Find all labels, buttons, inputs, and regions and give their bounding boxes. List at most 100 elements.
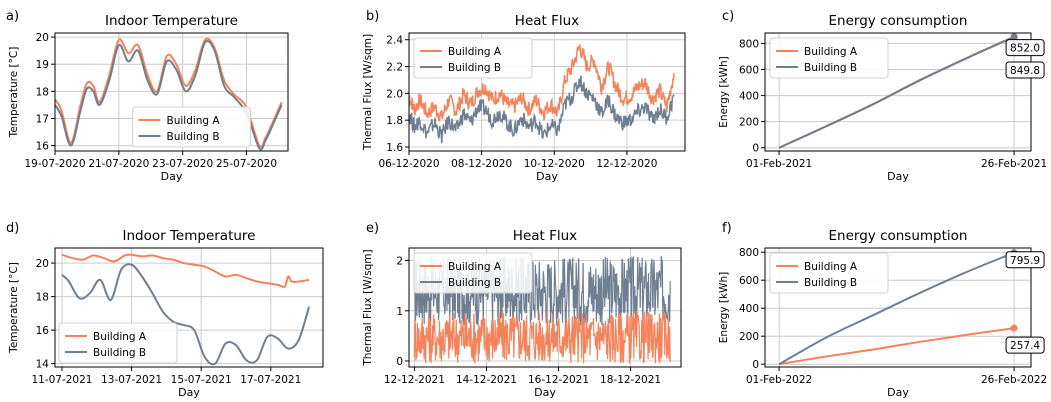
series-line-building-a bbox=[61, 253, 310, 288]
x-tick-label: 17-07-2021 bbox=[240, 374, 301, 386]
axes-frame bbox=[408, 247, 682, 368]
y-tick-label: 2.4 bbox=[386, 35, 403, 47]
x-tick-label: 15-07-2021 bbox=[171, 374, 232, 386]
series-line-building-b bbox=[61, 263, 311, 366]
x-tick-label: 21-07-2020 bbox=[88, 158, 149, 170]
end-point-marker bbox=[1010, 324, 1018, 332]
chart-title: Heat Flux bbox=[515, 13, 579, 29]
legend-label: Building A bbox=[804, 46, 858, 58]
plot-area bbox=[778, 35, 1015, 149]
annotation-value: 795.9 bbox=[1010, 255, 1040, 267]
x-tick-label: 25-07-2020 bbox=[216, 158, 277, 170]
y-tick-label: 2.2 bbox=[386, 62, 403, 74]
annotation-box bbox=[1005, 39, 1045, 57]
series-line-building-b bbox=[778, 251, 1015, 366]
annotation-box bbox=[1005, 61, 1045, 79]
y-axis-label: Energy [kWh] bbox=[718, 272, 730, 343]
y-tick-label: 20 bbox=[36, 32, 49, 44]
x-tick-label: 16-12-2021 bbox=[528, 374, 589, 386]
panel-label: a) bbox=[6, 9, 19, 24]
y-tick-label: 200 bbox=[739, 117, 759, 129]
panel-d: d) Indoor Temperature 11-07-2021 13-07-2021… bbox=[6, 221, 324, 399]
x-tick-label: 12-12-2021 bbox=[384, 374, 445, 386]
y-axis-label: Energy [kWh] bbox=[718, 56, 730, 127]
legend: Building A Building B bbox=[413, 252, 533, 294]
x-tick-label: 14-12-2021 bbox=[456, 374, 517, 386]
x-tick-label: 06-12-2020 bbox=[378, 158, 439, 170]
legend-label: Building A bbox=[448, 261, 502, 273]
series-line-building-a bbox=[778, 327, 1015, 366]
legend: Building A Building B bbox=[769, 37, 889, 79]
legend-label: Building A bbox=[448, 46, 502, 58]
legend: Building A Building B bbox=[58, 322, 178, 364]
y-axis-label: Thermal Flux [W/sqm] bbox=[362, 34, 374, 151]
x-tick-label: 12-12-2020 bbox=[596, 158, 657, 170]
legend-label: Building B bbox=[93, 347, 146, 359]
panel-b: b) Heat Flux 06-12-2020 08-12-2020 10-12-202… bbox=[362, 9, 686, 183]
y-tick-label: 2.0 bbox=[386, 88, 403, 100]
y-tick-label: 18 bbox=[36, 86, 49, 98]
x-axis-label: Day bbox=[161, 170, 183, 183]
axes-frame bbox=[408, 32, 686, 152]
y-tick-label: 600 bbox=[739, 65, 759, 77]
panel-label: c) bbox=[722, 9, 734, 24]
legend-frame bbox=[413, 252, 533, 294]
y-axis-label: Temperature [°C] bbox=[8, 262, 20, 354]
y-tick-label: 1.8 bbox=[386, 115, 403, 127]
chart-title: Indoor Temperature bbox=[105, 13, 238, 29]
chart-title: Energy consumption bbox=[829, 13, 968, 29]
plot-area bbox=[409, 44, 675, 144]
legend-frame bbox=[769, 252, 889, 294]
x-tick-label: 10-12-2020 bbox=[524, 158, 585, 170]
legend-label: Building B bbox=[804, 62, 857, 74]
x-axis-label: Day bbox=[178, 386, 200, 399]
series-line-building-b bbox=[778, 36, 1015, 149]
y-tick-label: 2 bbox=[396, 256, 403, 268]
y-tick-label: 16 bbox=[36, 325, 50, 337]
series-line-building-a bbox=[409, 44, 675, 122]
x-tick-label: 11-07-2021 bbox=[31, 374, 92, 386]
y-axis-label: Temperature [°C] bbox=[8, 47, 20, 139]
legend-frame bbox=[413, 37, 533, 79]
series-line-building-a bbox=[413, 310, 671, 364]
axes-frame bbox=[54, 32, 289, 152]
x-tick-label: 26-Feb-2022 bbox=[981, 374, 1047, 386]
y-tick-label: 600 bbox=[739, 275, 759, 287]
x-tick-label: 01-Feb-2022 bbox=[746, 374, 812, 386]
y-tick-label: 0 bbox=[752, 359, 759, 371]
y-tick-label: 800 bbox=[739, 247, 759, 259]
y-tick-label: 1.6 bbox=[386, 142, 403, 154]
end-point-marker bbox=[1010, 33, 1018, 41]
x-tick-label: 08-12-2020 bbox=[451, 158, 512, 170]
annotation-value: 849.8 bbox=[1010, 65, 1040, 77]
series-line-building-b bbox=[409, 75, 675, 144]
y-axis-label: Thermal Flux [W/sqm] bbox=[362, 249, 374, 366]
y-tick-label: 0 bbox=[396, 356, 403, 368]
legend-frame bbox=[769, 37, 889, 79]
y-tick-label: 800 bbox=[739, 38, 759, 50]
y-tick-label: 20 bbox=[36, 258, 49, 270]
x-tick-label: 19-07-2020 bbox=[24, 158, 85, 170]
legend-label: Building A bbox=[804, 261, 858, 273]
annotation-box bbox=[1005, 336, 1045, 354]
legend-label: Building A bbox=[167, 115, 221, 127]
x-axis-label: Day bbox=[534, 386, 556, 399]
legend: Building A Building B bbox=[413, 37, 533, 79]
legend-frame bbox=[58, 322, 178, 364]
annotation-value: 257.4 bbox=[1010, 340, 1040, 352]
y-tick-label: 17 bbox=[36, 113, 49, 125]
chart-title: Indoor Temperature bbox=[123, 228, 256, 244]
panel-c: c) Energy consumption 01-Feb-2021 26-Feb-20… bbox=[718, 9, 1047, 183]
x-tick-label: 01-Feb-2021 bbox=[746, 158, 812, 170]
chart-title: Energy consumption bbox=[829, 228, 968, 244]
axes-frame bbox=[54, 247, 324, 368]
legend: Building A Building B bbox=[132, 106, 251, 148]
x-axis-label: Day bbox=[536, 170, 558, 183]
x-tick-label: 18-12-2021 bbox=[600, 374, 661, 386]
panel-f: f) Energy consumption 01-Feb-2022 26-Feb-20… bbox=[718, 221, 1047, 399]
y-tick-label: 18 bbox=[36, 292, 49, 304]
y-tick-label: 14 bbox=[36, 359, 50, 371]
legend-label: Building A bbox=[93, 331, 147, 343]
y-tick-label: 200 bbox=[739, 331, 759, 343]
